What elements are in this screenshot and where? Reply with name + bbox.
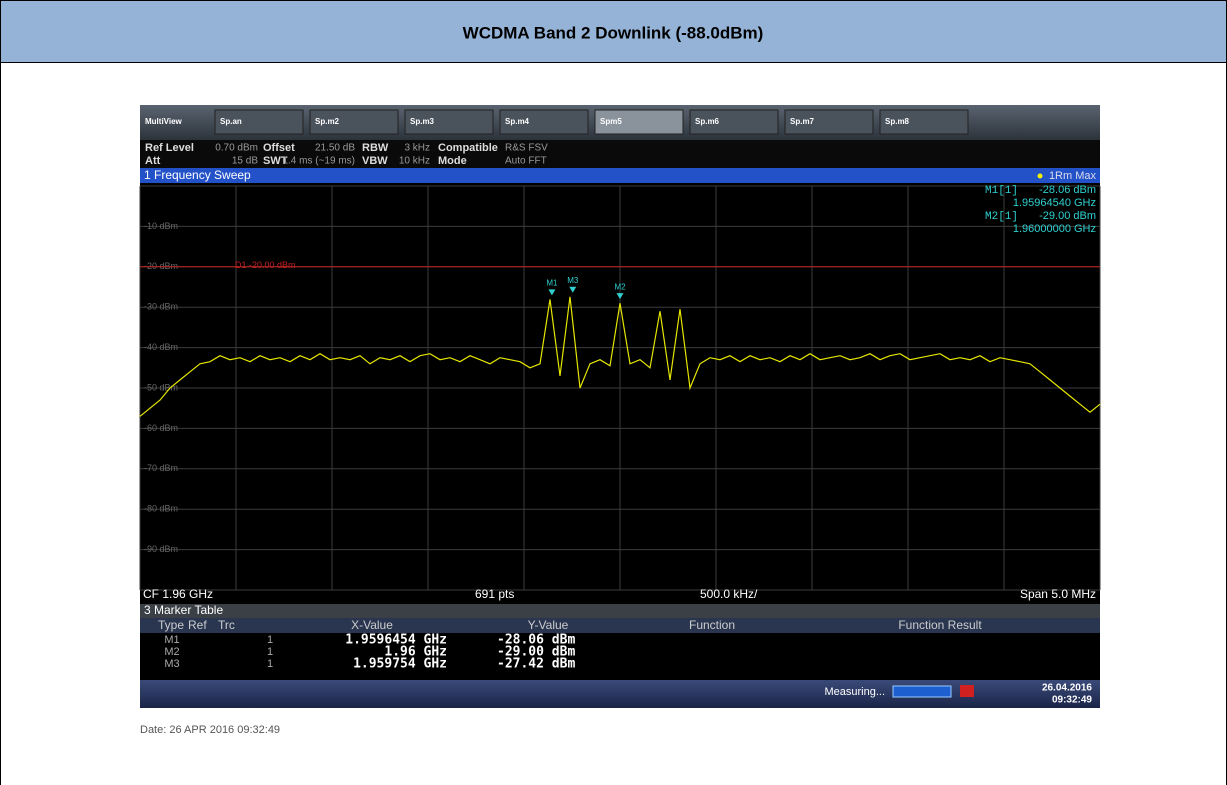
table-body bbox=[140, 633, 1100, 680]
y-tick-label: -50 dBm bbox=[144, 382, 178, 392]
footer-div: 500.0 kHz/ bbox=[700, 587, 758, 601]
table-cell: 1.96 GHz bbox=[384, 645, 447, 660]
setting-value: 15 dB bbox=[232, 156, 258, 167]
footer-pts: 691 pts bbox=[475, 587, 514, 601]
trace-indicator bbox=[1037, 173, 1043, 179]
tab bbox=[784, 109, 874, 135]
tab-label: Sp.m3 bbox=[410, 117, 435, 126]
setting-label: SWT bbox=[263, 155, 288, 167]
setting-value: R&S FSV bbox=[505, 143, 548, 154]
table-cell: 1 bbox=[267, 634, 273, 646]
setting-label: VBW bbox=[362, 155, 388, 167]
tab-label: Sp.an bbox=[220, 117, 242, 126]
footer-span: Span 5.0 MHz bbox=[1020, 587, 1096, 601]
y-tick-label: -10 dBm bbox=[144, 221, 178, 231]
display-line-label: D1 -20.00 dBm bbox=[235, 260, 296, 270]
setting-value: 1.4 ms (~19 ms) bbox=[282, 156, 355, 167]
table-column: Type bbox=[158, 618, 184, 632]
status-datetime: 26.04.2016 bbox=[1042, 683, 1092, 694]
setting-label: Offset bbox=[263, 142, 295, 154]
tab-label: Sp.m4 bbox=[505, 117, 530, 126]
readout-freq: 1.96000000 GHz bbox=[1013, 223, 1096, 235]
tab bbox=[594, 109, 684, 135]
status-datetime: 09:32:49 bbox=[1052, 695, 1092, 706]
table-title: 3 Marker Table bbox=[144, 603, 223, 617]
status-icon bbox=[960, 685, 974, 697]
table-cell: M1 bbox=[164, 634, 179, 646]
table-cell: -29.00 dBm bbox=[497, 645, 575, 660]
y-tick-label: -20 dBm bbox=[144, 261, 178, 271]
panel-title: 1 Frequency Sweep bbox=[144, 168, 251, 182]
tab bbox=[404, 109, 494, 135]
tab-label: Sp.m7 bbox=[790, 117, 815, 126]
table-column: Ref bbox=[188, 618, 207, 632]
table-column: Function Result bbox=[898, 618, 982, 632]
status-bar bbox=[140, 680, 1100, 708]
readout-name: M2[1] bbox=[985, 211, 1018, 223]
table-column: Y-Value bbox=[528, 618, 569, 632]
setting-value: 3 kHz bbox=[404, 143, 430, 154]
table-column: Function bbox=[689, 618, 735, 632]
readout-level: -29.00 dBm bbox=[1039, 210, 1096, 222]
readout-name: M1[1] bbox=[985, 185, 1018, 197]
setting-label: Mode bbox=[438, 155, 467, 167]
marker-label: M2 bbox=[614, 282, 626, 291]
tab-label: Sp.m6 bbox=[695, 117, 720, 126]
table-cell: 1 bbox=[267, 658, 273, 670]
marker bbox=[569, 286, 577, 293]
tab bbox=[879, 109, 969, 135]
marker-label: M3 bbox=[567, 276, 579, 285]
marker-label: M1 bbox=[546, 278, 558, 287]
y-tick-label: -90 dBm bbox=[144, 544, 178, 554]
trace bbox=[139, 296, 1101, 417]
settings-bar bbox=[140, 140, 1100, 168]
tab bbox=[309, 109, 399, 135]
marker bbox=[548, 289, 556, 296]
table-cell: 1 bbox=[267, 646, 273, 658]
table-cell: -27.42 dBm bbox=[497, 657, 575, 672]
tab bbox=[689, 109, 779, 135]
footer-cf: CF 1.96 GHz bbox=[143, 587, 213, 601]
tab bbox=[214, 109, 304, 135]
table-column: Trc bbox=[218, 618, 235, 632]
setting-label: RBW bbox=[362, 142, 389, 154]
footer-bar bbox=[140, 593, 1100, 604]
status: Measuring... bbox=[824, 686, 885, 698]
table-title-bar bbox=[140, 604, 1100, 618]
y-tick-label: -40 dBm bbox=[144, 342, 178, 352]
header-cell bbox=[0, 0, 1227, 62]
table-cell: 1.9596454 GHz bbox=[345, 633, 447, 648]
tab bbox=[499, 109, 589, 135]
tab-label: Spm5 bbox=[600, 117, 622, 126]
tab-label: Sp.m2 bbox=[315, 117, 340, 126]
trace-label: 1Rm Max bbox=[1049, 170, 1097, 182]
table-cell: -28.06 dBm bbox=[497, 633, 575, 648]
setting-value: 21.50 dB bbox=[315, 143, 355, 154]
y-tick-label: -30 dBm bbox=[144, 302, 178, 312]
progress-bar bbox=[892, 685, 952, 698]
date: Date: 26 APR 2016 09:32:49 bbox=[140, 724, 280, 736]
table-cell: 1.959754 GHz bbox=[353, 657, 447, 672]
table-cell: M3 bbox=[164, 658, 179, 670]
setting-label: Ref Level bbox=[145, 142, 194, 154]
table-header bbox=[140, 618, 1100, 633]
setting-value: Auto FFT bbox=[505, 156, 547, 167]
tab-label: MultiView bbox=[145, 117, 183, 126]
setting-value: 0.70 dBm bbox=[215, 143, 258, 154]
panel-bar bbox=[140, 168, 1100, 183]
readout-level: -28.06 dBm bbox=[1039, 184, 1096, 196]
y-tick-label: -80 dBm bbox=[144, 504, 178, 514]
table-column: X-Value bbox=[351, 618, 393, 632]
marker bbox=[616, 293, 624, 300]
setting-value: 10 kHz bbox=[399, 156, 430, 167]
y-tick-label: -70 dBm bbox=[144, 463, 178, 473]
header-title: WCDMA Band 2 Downlink (-88.0dBm) bbox=[463, 23, 764, 42]
setting-label: Compatible bbox=[438, 142, 498, 154]
setting-label: Att bbox=[145, 155, 161, 167]
tab-label: Sp.m8 bbox=[885, 117, 910, 126]
y-tick-label: -60 dBm bbox=[144, 423, 178, 433]
readout-freq: 1.95964540 GHz bbox=[1013, 197, 1096, 209]
table-cell: M2 bbox=[164, 646, 179, 658]
